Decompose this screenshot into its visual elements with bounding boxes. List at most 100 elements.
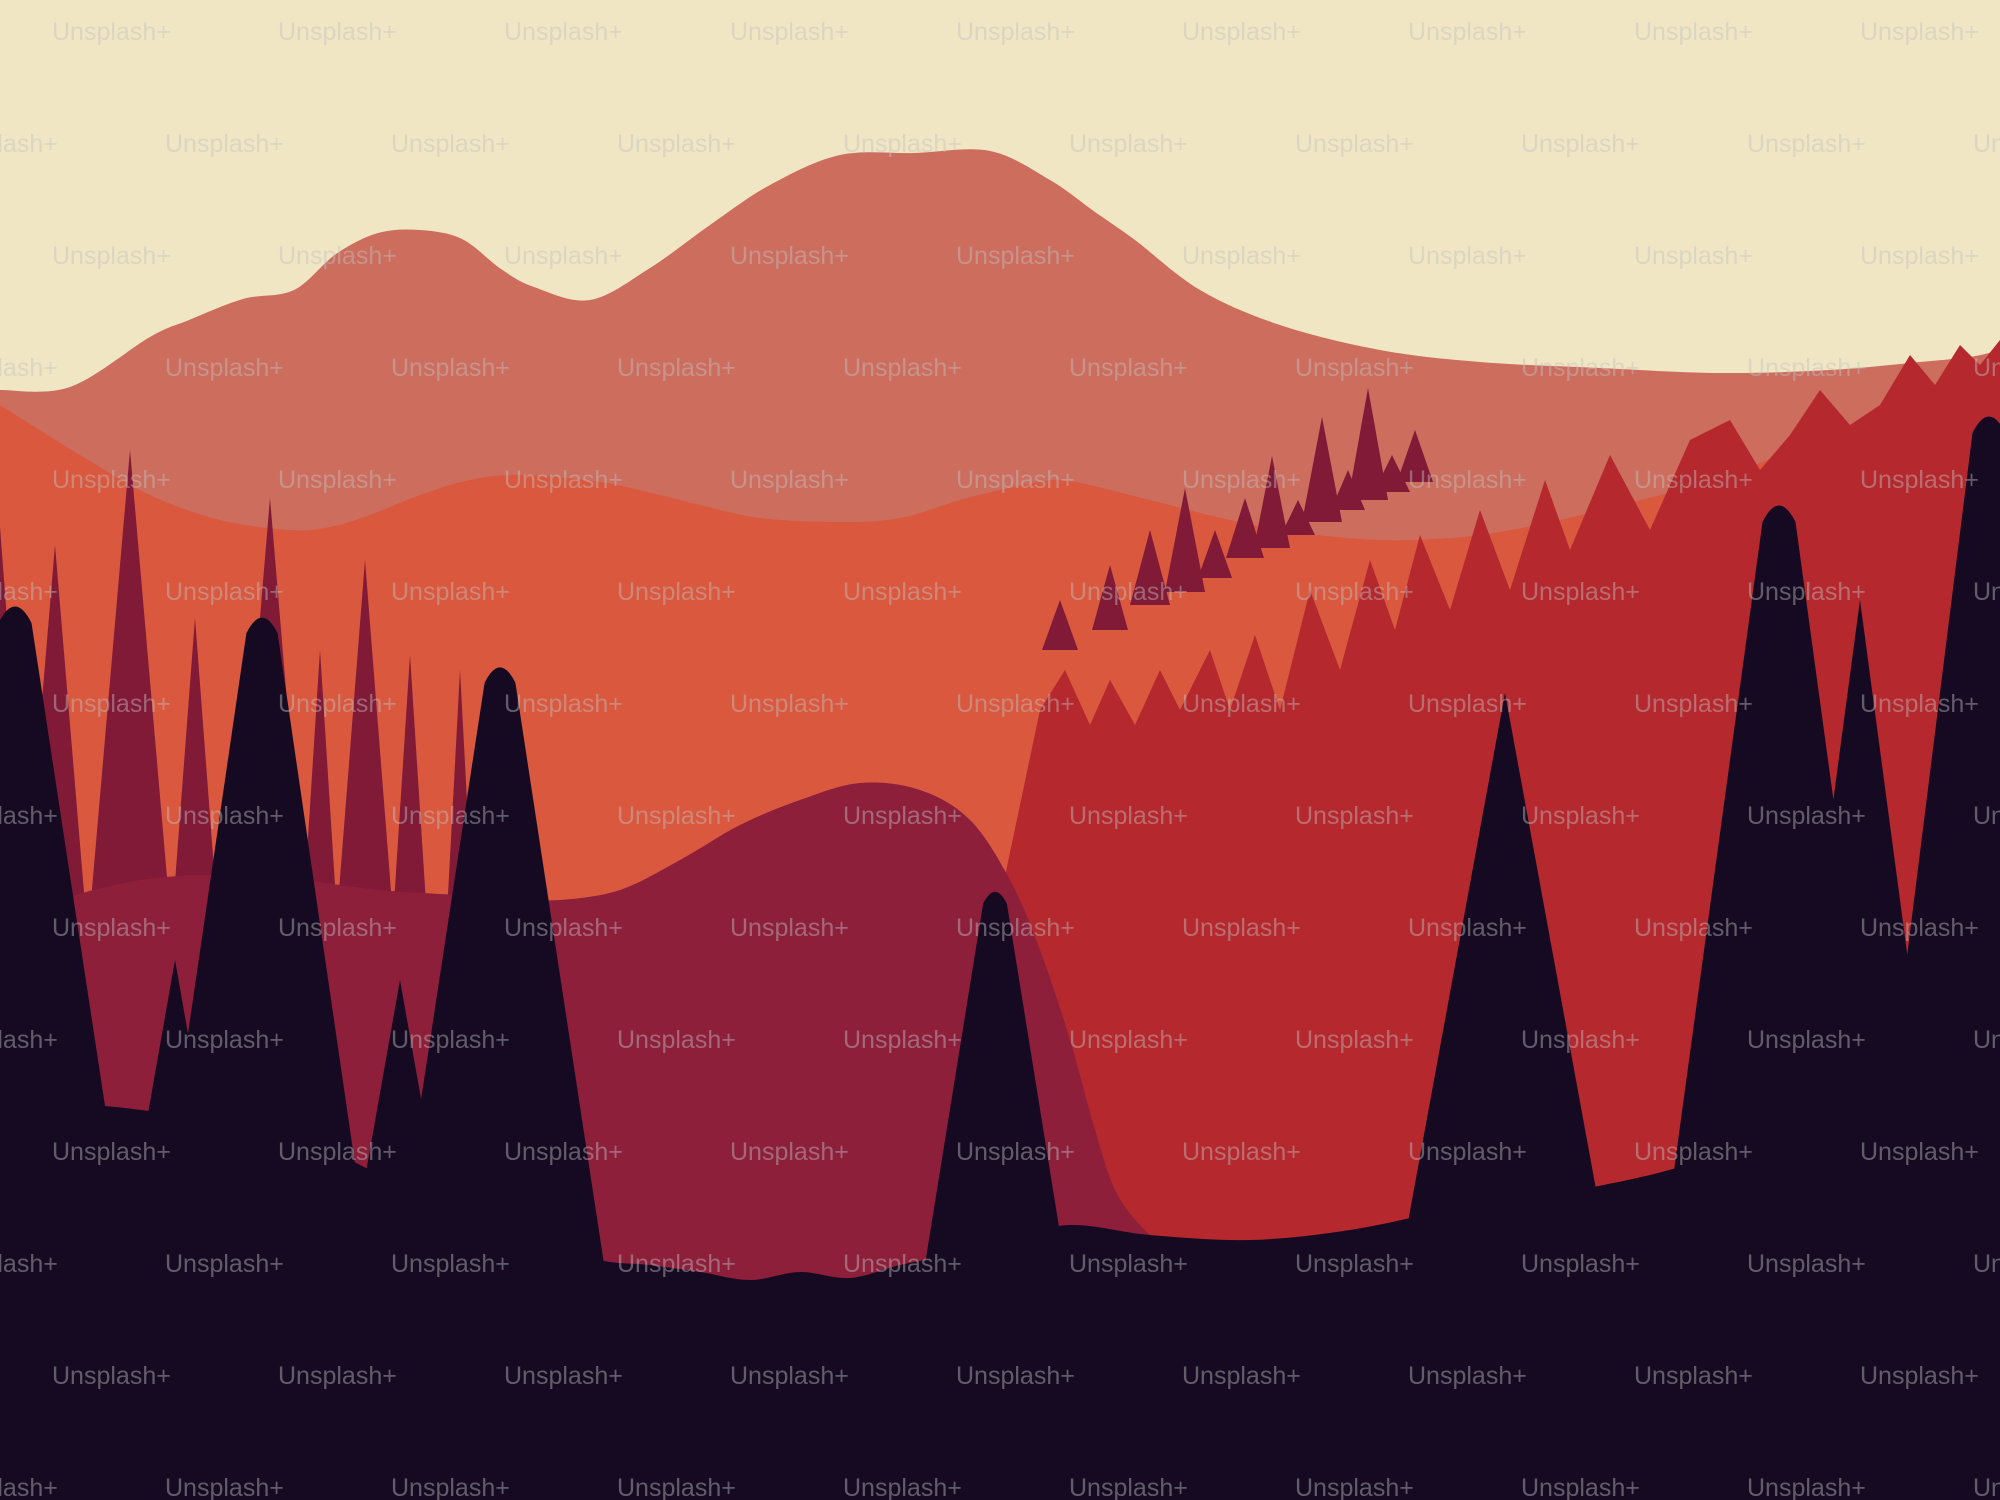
svg-text:Unsplash+: Unsplash+	[617, 130, 736, 158]
svg-text:Unsplash+: Unsplash+	[0, 578, 58, 606]
svg-text:Unsplash+: Unsplash+	[1295, 1026, 1414, 1054]
svg-text:Unsplash+: Unsplash+	[843, 354, 962, 382]
svg-text:Unsplash+: Unsplash+	[52, 1362, 171, 1390]
svg-text:Unsplash+: Unsplash+	[956, 914, 1075, 942]
svg-text:Unsplash+: Unsplash+	[1408, 690, 1527, 718]
svg-text:Unsplash+: Unsplash+	[165, 1474, 284, 1500]
svg-text:Unsplash+: Unsplash+	[278, 690, 397, 718]
svg-text:Unsplash+: Unsplash+	[1747, 1026, 1866, 1054]
svg-text:Unsplash+: Unsplash+	[1973, 802, 2000, 830]
svg-text:Unsplash+: Unsplash+	[1182, 1362, 1301, 1390]
svg-text:Unsplash+: Unsplash+	[956, 18, 1075, 46]
svg-text:Unsplash+: Unsplash+	[617, 1250, 736, 1278]
svg-text:Unsplash+: Unsplash+	[1069, 802, 1188, 830]
svg-text:Unsplash+: Unsplash+	[1634, 690, 1753, 718]
svg-text:Unsplash+: Unsplash+	[1295, 1474, 1414, 1500]
svg-text:Unsplash+: Unsplash+	[1408, 466, 1527, 494]
svg-text:Unsplash+: Unsplash+	[1182, 914, 1301, 942]
svg-text:Unsplash+: Unsplash+	[504, 690, 623, 718]
svg-text:Unsplash+: Unsplash+	[278, 914, 397, 942]
svg-text:Unsplash+: Unsplash+	[730, 690, 849, 718]
svg-text:Unsplash+: Unsplash+	[1860, 690, 1979, 718]
svg-text:Unsplash+: Unsplash+	[1521, 578, 1640, 606]
svg-text:Unsplash+: Unsplash+	[843, 1026, 962, 1054]
svg-text:Unsplash+: Unsplash+	[1521, 1250, 1640, 1278]
svg-text:Unsplash+: Unsplash+	[1634, 914, 1753, 942]
svg-text:Unsplash+: Unsplash+	[617, 578, 736, 606]
svg-text:Unsplash+: Unsplash+	[843, 1250, 962, 1278]
svg-text:Unsplash+: Unsplash+	[730, 914, 849, 942]
svg-text:Unsplash+: Unsplash+	[52, 690, 171, 718]
svg-text:Unsplash+: Unsplash+	[1634, 1138, 1753, 1166]
svg-text:Unsplash+: Unsplash+	[1973, 1026, 2000, 1054]
svg-text:Unsplash+: Unsplash+	[504, 1362, 623, 1390]
svg-text:Unsplash+: Unsplash+	[1973, 578, 2000, 606]
svg-text:Unsplash+: Unsplash+	[278, 18, 397, 46]
svg-text:Unsplash+: Unsplash+	[730, 18, 849, 46]
svg-text:Unsplash+: Unsplash+	[1521, 802, 1640, 830]
svg-text:Unsplash+: Unsplash+	[1069, 354, 1188, 382]
svg-text:Unsplash+: Unsplash+	[52, 914, 171, 942]
svg-text:Unsplash+: Unsplash+	[0, 1474, 58, 1500]
svg-text:Unsplash+: Unsplash+	[1182, 690, 1301, 718]
svg-text:Unsplash+: Unsplash+	[1973, 354, 2000, 382]
svg-text:Unsplash+: Unsplash+	[617, 1474, 736, 1500]
svg-text:Unsplash+: Unsplash+	[165, 130, 284, 158]
svg-text:Unsplash+: Unsplash+	[504, 466, 623, 494]
svg-text:Unsplash+: Unsplash+	[617, 802, 736, 830]
svg-text:Unsplash+: Unsplash+	[1521, 354, 1640, 382]
svg-text:Unsplash+: Unsplash+	[1069, 1250, 1188, 1278]
svg-text:Unsplash+: Unsplash+	[1408, 1362, 1527, 1390]
svg-text:Unsplash+: Unsplash+	[391, 354, 510, 382]
svg-text:Unsplash+: Unsplash+	[391, 1474, 510, 1500]
svg-text:Unsplash+: Unsplash+	[1860, 242, 1979, 270]
svg-text:Unsplash+: Unsplash+	[0, 130, 58, 158]
svg-text:Unsplash+: Unsplash+	[1521, 1026, 1640, 1054]
svg-text:Unsplash+: Unsplash+	[1521, 1474, 1640, 1500]
svg-text:Unsplash+: Unsplash+	[165, 1250, 284, 1278]
svg-text:Unsplash+: Unsplash+	[1973, 130, 2000, 158]
svg-text:Unsplash+: Unsplash+	[1295, 130, 1414, 158]
svg-text:Unsplash+: Unsplash+	[1069, 130, 1188, 158]
svg-text:Unsplash+: Unsplash+	[1860, 1138, 1979, 1166]
svg-text:Unsplash+: Unsplash+	[1408, 1138, 1527, 1166]
svg-text:Unsplash+: Unsplash+	[0, 354, 58, 382]
svg-text:Unsplash+: Unsplash+	[391, 1026, 510, 1054]
svg-text:Unsplash+: Unsplash+	[1973, 1474, 2000, 1500]
svg-text:Unsplash+: Unsplash+	[1634, 466, 1753, 494]
svg-text:Unsplash+: Unsplash+	[956, 690, 1075, 718]
svg-text:Unsplash+: Unsplash+	[1634, 1362, 1753, 1390]
svg-text:Unsplash+: Unsplash+	[1182, 466, 1301, 494]
svg-text:Unsplash+: Unsplash+	[0, 802, 58, 830]
svg-text:Unsplash+: Unsplash+	[1408, 242, 1527, 270]
svg-text:Unsplash+: Unsplash+	[1069, 578, 1188, 606]
svg-text:Unsplash+: Unsplash+	[1747, 802, 1866, 830]
svg-text:Unsplash+: Unsplash+	[391, 1250, 510, 1278]
svg-text:Unsplash+: Unsplash+	[504, 18, 623, 46]
svg-text:Unsplash+: Unsplash+	[165, 354, 284, 382]
svg-text:Unsplash+: Unsplash+	[1408, 914, 1527, 942]
svg-text:Unsplash+: Unsplash+	[1069, 1474, 1188, 1500]
svg-text:Unsplash+: Unsplash+	[391, 578, 510, 606]
svg-text:Unsplash+: Unsplash+	[617, 1026, 736, 1054]
svg-text:Unsplash+: Unsplash+	[1182, 242, 1301, 270]
svg-text:Unsplash+: Unsplash+	[1747, 578, 1866, 606]
svg-text:Unsplash+: Unsplash+	[165, 578, 284, 606]
svg-text:Unsplash+: Unsplash+	[956, 466, 1075, 494]
svg-text:Unsplash+: Unsplash+	[1295, 354, 1414, 382]
svg-text:Unsplash+: Unsplash+	[1182, 1138, 1301, 1166]
svg-text:Unsplash+: Unsplash+	[1747, 1474, 1866, 1500]
svg-text:Unsplash+: Unsplash+	[52, 1138, 171, 1166]
svg-text:Unsplash+: Unsplash+	[617, 354, 736, 382]
svg-text:Unsplash+: Unsplash+	[1860, 18, 1979, 46]
svg-text:Unsplash+: Unsplash+	[1182, 18, 1301, 46]
svg-text:Unsplash+: Unsplash+	[1408, 18, 1527, 46]
svg-text:Unsplash+: Unsplash+	[1634, 18, 1753, 46]
svg-text:Unsplash+: Unsplash+	[1521, 130, 1640, 158]
svg-text:Unsplash+: Unsplash+	[1860, 1362, 1979, 1390]
svg-text:Unsplash+: Unsplash+	[956, 1138, 1075, 1166]
svg-text:Unsplash+: Unsplash+	[278, 1138, 397, 1166]
svg-text:Unsplash+: Unsplash+	[504, 242, 623, 270]
svg-text:Unsplash+: Unsplash+	[1747, 354, 1866, 382]
svg-text:Unsplash+: Unsplash+	[1973, 1250, 2000, 1278]
